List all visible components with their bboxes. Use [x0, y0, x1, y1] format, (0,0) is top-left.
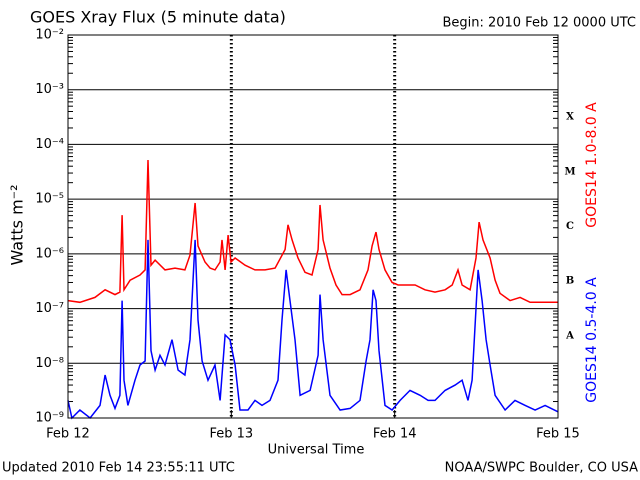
x-axis-label: Universal Time — [268, 443, 365, 458]
footer-left: Updated 2010 Feb 14 23:55:11 UTC — [2, 461, 235, 476]
flare-class: A — [565, 330, 574, 341]
flare-class: B — [566, 276, 574, 287]
y-tick-label: 10⁻⁸ — [35, 356, 64, 371]
y-tick-label: 10⁻⁶ — [35, 246, 64, 261]
chart-title: GOES Xray Flux (5 minute data) — [30, 8, 286, 27]
x-tick-label: Feb 15 — [536, 427, 580, 442]
plot-frame — [67, 34, 559, 419]
x-tick-label: Feb 13 — [209, 427, 253, 442]
flare-class: C — [566, 221, 574, 232]
y-tick-label: 10⁻⁵ — [35, 192, 64, 207]
footer-right: NOAA/SWPC Boulder, CO USA — [445, 461, 638, 476]
y-tick-label: 10⁻⁷ — [35, 301, 64, 316]
series-line — [67, 239, 559, 420]
y-tick-label: 10⁻³ — [35, 82, 64, 97]
flare-class: M — [564, 166, 575, 177]
legend-entry: GOES14 0.5-4.0 A — [584, 277, 600, 403]
y-axis-label: Watts m⁻² — [8, 184, 27, 265]
x-tick-label: Feb 14 — [373, 427, 417, 442]
x-tick-label: Feb 12 — [46, 427, 90, 442]
y-tick-label: 10⁻² — [35, 28, 64, 43]
y-tick-label: 10⁻⁹ — [35, 411, 64, 426]
legend-entry: GOES14 1.0-8.0 A — [584, 102, 600, 228]
series-line — [67, 159, 558, 304]
y-tick-label: 10⁻⁴ — [35, 137, 64, 152]
chart-subtitle: Begin: 2010 Feb 12 0000 UTC — [442, 16, 636, 31]
flare-class: X — [566, 112, 574, 123]
